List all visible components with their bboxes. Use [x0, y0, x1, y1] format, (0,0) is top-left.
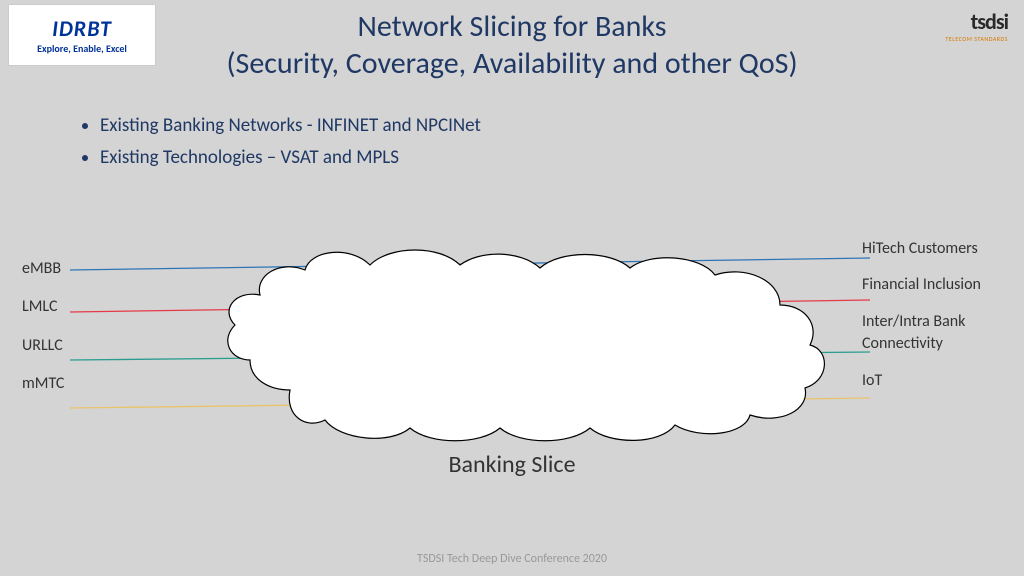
- bullet-item: Existing Technologies – VSAT and MPLS: [100, 142, 481, 174]
- diagram-caption: Banking Slice: [0, 450, 1024, 479]
- slide-footer: TSDSI Tech Deep Dive Conference 2020: [0, 552, 1024, 566]
- title-line-2: (Security, Coverage, Availability and ot…: [0, 45, 1024, 82]
- bullet-list: Existing Banking Networks - INFINET and …: [80, 110, 481, 175]
- cloud-path: [228, 250, 825, 441]
- bullet-item: Existing Banking Networks - INFINET and …: [100, 110, 481, 142]
- slide-title: Network Slicing for Banks (Security, Cov…: [0, 8, 1024, 82]
- cloud-shape: [228, 250, 825, 441]
- title-line-1: Network Slicing for Banks: [0, 8, 1024, 45]
- slice-diagram: [0, 230, 1024, 460]
